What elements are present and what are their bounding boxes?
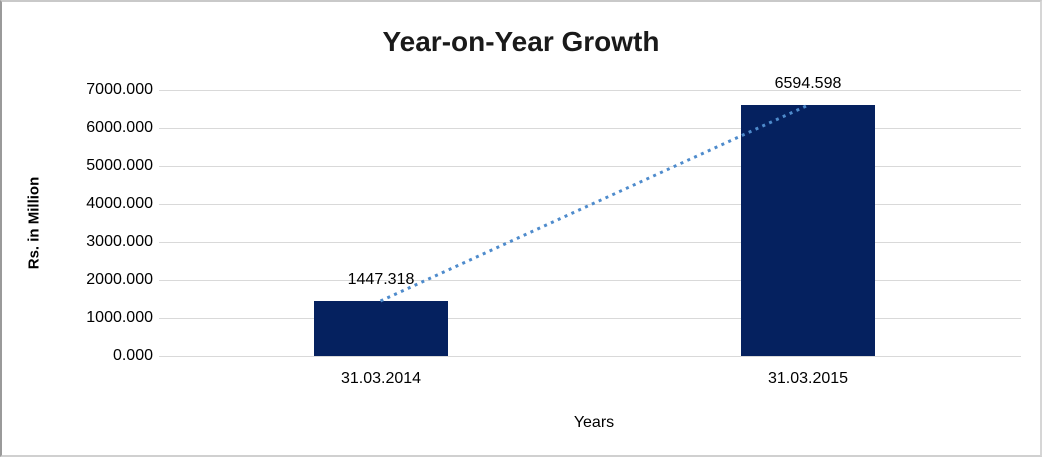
gridline: [159, 280, 1021, 281]
gridline: [159, 204, 1021, 205]
x-tick-label: 31.03.2014: [340, 370, 422, 387]
x-tick-label: 31.03.2015: [767, 370, 849, 387]
y-tick-label: 5000.000: [86, 157, 153, 174]
y-tick-label: 1000.000: [86, 309, 153, 326]
gridline: [159, 242, 1021, 243]
gridline: [159, 166, 1021, 167]
bar-data-label: 1447.318: [347, 271, 415, 288]
y-tick-label: 7000.000: [86, 81, 153, 98]
y-tick-label: 6000.000: [86, 119, 153, 136]
bar: [314, 301, 448, 356]
chart-title: Year-on-Year Growth: [382, 26, 660, 57]
gridline: [159, 356, 1021, 357]
x-axis-title: Years: [573, 414, 615, 431]
y-tick-label: 4000.000: [86, 195, 153, 212]
y-tick-label: 2000.000: [86, 271, 153, 288]
y-tick-label: 3000.000: [86, 233, 153, 250]
gridline: [159, 318, 1021, 319]
bar: [741, 105, 875, 356]
y-tick-label: 0.000: [112, 347, 153, 364]
y-axis-title: Rs. in Million: [25, 176, 43, 270]
bar-data-label: 6594.598: [774, 75, 842, 92]
gridline: [159, 90, 1021, 91]
gridline: [159, 128, 1021, 129]
